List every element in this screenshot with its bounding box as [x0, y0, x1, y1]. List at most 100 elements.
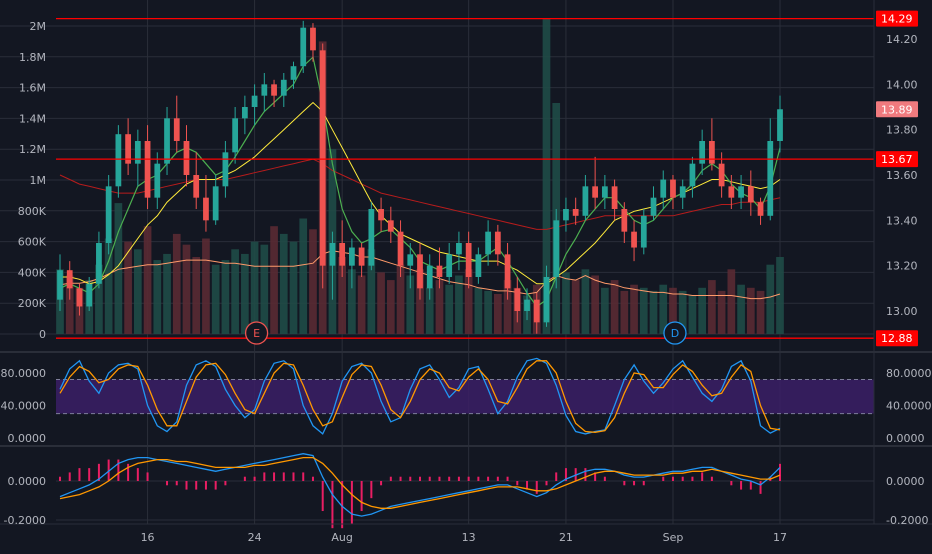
candle-body	[621, 209, 628, 232]
candle-body	[125, 134, 131, 164]
volume-axis-label: 200K	[18, 297, 47, 310]
price-axis-label: 14.20	[886, 33, 918, 46]
candle-body	[115, 134, 122, 187]
price-axis-label: 13.00	[886, 305, 918, 318]
volume-bar	[727, 269, 736, 334]
macd-left-axis-label: -0.2000	[4, 514, 46, 527]
volume-bar	[630, 284, 638, 334]
candle-body	[679, 186, 686, 198]
last-price-label: 13.89	[881, 103, 913, 116]
candle-body	[465, 243, 472, 277]
price-axis-label: 13.80	[886, 124, 918, 137]
level-price-label: 14.29	[881, 13, 913, 26]
volume-bar	[192, 257, 201, 334]
volume-bar	[386, 280, 395, 334]
stoch-d-line	[59, 360, 781, 433]
volume-bar	[717, 290, 726, 334]
price-axis-label: 13.40	[886, 214, 918, 227]
event-marker-circle[interactable]	[244, 321, 269, 345]
time-axis-label: 21	[559, 531, 573, 544]
volume-bar	[678, 290, 687, 334]
last-price-tag	[876, 101, 918, 118]
candle-body	[417, 254, 423, 289]
macd-right-axis-label: 0.0000	[886, 475, 925, 488]
volume-bar	[659, 284, 668, 334]
volume-bar	[455, 275, 463, 334]
candle-body	[504, 254, 511, 289]
level-price-tag	[876, 330, 918, 347]
volume-bar	[104, 238, 113, 334]
candle-body	[670, 179, 676, 198]
candle-body	[699, 141, 706, 164]
volume-bar	[445, 284, 454, 334]
volume-bar	[581, 269, 590, 334]
candle-body	[436, 265, 443, 277]
candle-body	[232, 118, 239, 153]
candle-body	[446, 254, 453, 277]
candle-body	[378, 209, 384, 221]
candle-body	[349, 247, 355, 266]
candle-body	[689, 163, 696, 187]
volume-bar	[649, 290, 658, 334]
candle-body	[777, 109, 783, 141]
candle-body	[319, 50, 326, 266]
volume-bar	[114, 203, 123, 334]
volume-bar	[299, 218, 308, 334]
candle-body	[300, 27, 307, 67]
event-marker-label: D	[671, 327, 679, 340]
price-axis-label: 14.00	[886, 78, 918, 91]
candle-body	[456, 243, 462, 255]
event-marker-circle[interactable]	[663, 321, 687, 345]
candle-body	[494, 231, 501, 255]
candle-body	[543, 277, 550, 323]
volume-bar	[133, 249, 142, 334]
volume-bar	[562, 272, 570, 334]
volume-bar	[221, 260, 230, 334]
stoch-right-axis-label: 40.0000	[886, 400, 932, 413]
stoch-left-axis-label: 0.0000	[8, 432, 47, 445]
volume-bar	[610, 280, 619, 334]
candle-body	[514, 288, 521, 311]
stoch-left-axis-label: 40.0000	[1, 400, 47, 413]
volume-bar	[474, 287, 483, 334]
volume-bar	[124, 241, 132, 334]
volume-bar	[231, 249, 239, 334]
stoch-right-axis-label: 0.0000	[886, 432, 925, 445]
candle-body	[611, 186, 618, 209]
candle-body	[105, 186, 112, 243]
candle-body	[650, 197, 657, 216]
volume-bar	[289, 241, 298, 334]
candle-body	[728, 186, 735, 198]
candle-body	[222, 152, 229, 187]
level-price-tag	[876, 10, 918, 27]
ma-slow-line	[59, 158, 781, 230]
volume-bar	[172, 233, 181, 334]
volume-bar	[416, 269, 424, 334]
candle-body	[96, 243, 102, 284]
candle-body	[767, 141, 774, 216]
stochastic-lines	[59, 357, 781, 435]
macd-line	[59, 453, 781, 517]
candle-body	[718, 163, 725, 187]
level-price-tag	[876, 151, 918, 168]
stoch-left-axis-label: 80.0000	[1, 367, 47, 380]
candle-body	[640, 215, 647, 248]
volume-axis-label: 0	[39, 328, 46, 341]
axes: 16 24 Aug 13 21 Sep 17 2M 1.8M 1.6M 1.4M 1.2M 1M 800K…	[1, 20, 932, 544]
volume-bar	[241, 253, 249, 334]
candle-body	[631, 231, 637, 248]
candle-body	[524, 299, 530, 311]
volume-axis-label: 1.4M	[19, 112, 46, 125]
candle-body	[173, 118, 180, 141]
price-candles	[57, 20, 783, 334]
candle-body	[134, 141, 141, 164]
volume-bar	[425, 287, 434, 334]
volume-bar	[737, 284, 745, 334]
volume-bar	[65, 275, 74, 334]
support-resistance-lines[interactable]: 14.29 13.67 12.88 13.89	[56, 10, 918, 347]
candle-body	[251, 95, 258, 107]
candle-body	[553, 220, 560, 277]
